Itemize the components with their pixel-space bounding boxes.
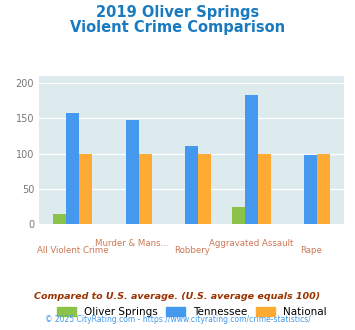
Bar <box>245 95 258 224</box>
Text: Aggravated Assault: Aggravated Assault <box>209 239 294 248</box>
Bar <box>53 214 66 224</box>
Bar <box>139 154 152 224</box>
Bar <box>79 154 92 224</box>
Legend: Oliver Springs, Tennessee, National: Oliver Springs, Tennessee, National <box>57 307 327 317</box>
Text: 2019 Oliver Springs: 2019 Oliver Springs <box>96 5 259 20</box>
Bar <box>304 155 317 224</box>
Bar <box>126 120 139 224</box>
Bar <box>198 154 211 224</box>
Text: Robbery: Robbery <box>174 246 210 255</box>
Text: Violent Crime Comparison: Violent Crime Comparison <box>70 20 285 35</box>
Text: Compared to U.S. average. (U.S. average equals 100): Compared to U.S. average. (U.S. average … <box>34 292 321 301</box>
Text: Murder & Mans...: Murder & Mans... <box>95 239 169 248</box>
Text: All Violent Crime: All Violent Crime <box>37 246 108 255</box>
Bar <box>66 114 79 224</box>
Text: © 2025 CityRating.com - https://www.cityrating.com/crime-statistics/: © 2025 CityRating.com - https://www.city… <box>45 315 310 324</box>
Text: Rape: Rape <box>300 246 322 255</box>
Bar <box>317 154 331 224</box>
Bar <box>185 146 198 224</box>
Bar <box>258 154 271 224</box>
Bar <box>231 207 245 224</box>
